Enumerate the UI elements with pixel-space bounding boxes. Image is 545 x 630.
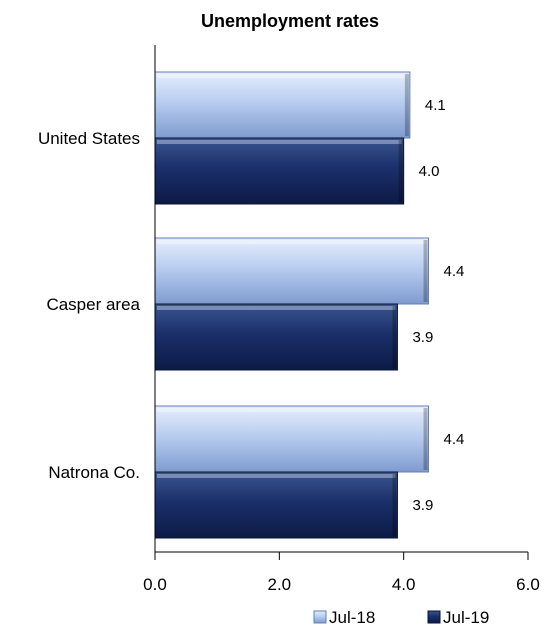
category-label-1: Casper area — [46, 295, 140, 314]
x-tick-label-2: 4.0 — [392, 575, 416, 594]
legend-label-jul-19: Jul-19 — [443, 608, 489, 627]
chart-title: Unemployment rates — [201, 11, 379, 31]
legend-swatch-jul-19 — [427, 610, 441, 624]
bar-edge-0-1 — [423, 240, 428, 302]
category-label-2: Natrona Co. — [48, 463, 140, 482]
x-tick-label-3: 6.0 — [516, 575, 540, 594]
bar-highlight-0-0 — [157, 74, 408, 78]
data-label-1-2: 3.9 — [412, 497, 433, 514]
bar-highlight-0-2 — [157, 408, 427, 412]
data-label-0-0: 4.1 — [425, 97, 446, 114]
bar-jul-18-0 — [154, 71, 411, 139]
bar-highlight-0-1 — [157, 240, 427, 244]
bar-jul-18-1 — [154, 237, 430, 305]
bar-jul-19-1 — [154, 303, 398, 371]
bar-highlight-1-1 — [157, 306, 396, 310]
data-label-1-0: 4.0 — [419, 163, 440, 180]
bar-edge-1-0 — [398, 140, 403, 202]
bar-highlight-1-2 — [157, 474, 396, 478]
bar-jul-18-2 — [154, 405, 430, 473]
bar-edge-1-2 — [392, 474, 397, 536]
x-tick-label-1: 2.0 — [268, 575, 292, 594]
x-tick-label-0: 0.0 — [143, 575, 167, 594]
category-label-0: United States — [38, 129, 140, 148]
legend-swatch-jul-18 — [313, 610, 327, 624]
legend-label-jul-18: Jul-18 — [329, 608, 375, 627]
bar-edge-0-2 — [423, 408, 428, 470]
bar-highlight-1-0 — [157, 140, 402, 144]
data-label-1-1: 3.9 — [412, 329, 433, 346]
bar-jul-19-2 — [154, 471, 398, 539]
bar-jul-19-0 — [154, 137, 405, 205]
legend: Jul-18 Jul-19 — [313, 608, 489, 627]
data-label-0-1: 4.4 — [444, 263, 465, 280]
bar-edge-0-0 — [404, 74, 409, 136]
bar-edge-1-1 — [392, 306, 397, 368]
data-label-0-2: 4.4 — [444, 431, 465, 448]
